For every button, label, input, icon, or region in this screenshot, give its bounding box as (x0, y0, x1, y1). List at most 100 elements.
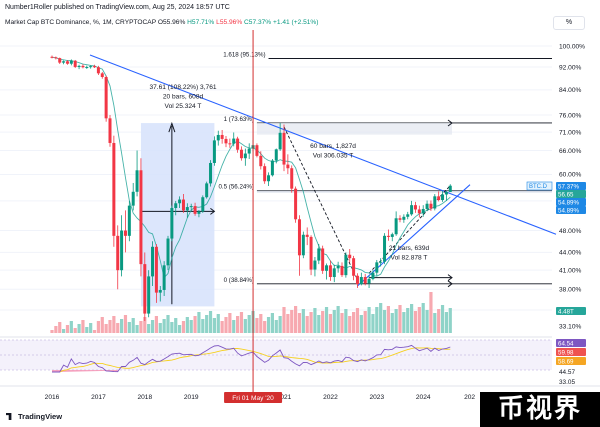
candle[interactable] (239, 146, 243, 161)
price-badge[interactable]: 54.89% (556, 198, 586, 206)
candle[interactable] (135, 150, 139, 197)
candle[interactable] (379, 258, 383, 267)
candle[interactable] (332, 264, 336, 283)
candle[interactable] (336, 261, 340, 273)
candle[interactable] (301, 231, 305, 259)
candle[interactable] (201, 195, 205, 213)
candle[interactable] (390, 232, 394, 242)
candle[interactable] (386, 229, 390, 241)
candle[interactable] (433, 194, 437, 211)
price-badge[interactable]: 58.69 (556, 357, 586, 365)
candle[interactable] (363, 273, 367, 286)
candle[interactable] (282, 124, 286, 172)
candle[interactable] (73, 59, 77, 69)
candle[interactable] (174, 200, 178, 216)
candle[interactable] (112, 135, 116, 247)
candle[interactable] (255, 143, 259, 158)
candle[interactable] (189, 203, 193, 212)
candle[interactable] (325, 263, 329, 280)
candle[interactable] (77, 64, 81, 70)
candle[interactable] (243, 148, 247, 166)
candle[interactable] (151, 241, 155, 287)
candle[interactable] (417, 205, 421, 218)
candle[interactable] (127, 200, 131, 242)
candle[interactable] (367, 275, 371, 288)
candle[interactable] (278, 123, 282, 151)
candle[interactable] (398, 215, 402, 223)
candle[interactable] (429, 200, 433, 211)
price-badge[interactable]: 56.65 (556, 190, 586, 198)
candle[interactable] (359, 272, 363, 286)
candle[interactable] (81, 64, 85, 69)
tradingview-logo[interactable]: TradingView (6, 412, 62, 421)
symbol-name[interactable]: Market Cap BTC Dominance, %, 1M, CRYPTOC… (5, 19, 156, 26)
candle[interactable] (328, 260, 332, 281)
candle[interactable] (170, 205, 174, 242)
price-badge[interactable]: 64.54 (556, 339, 586, 347)
candle[interactable] (259, 151, 263, 170)
candle[interactable] (147, 270, 151, 318)
symbol-legend[interactable]: Market Cap BTC Dominance, %, 1M, CRYPTOC… (5, 19, 318, 26)
candle[interactable] (352, 255, 356, 281)
candle[interactable] (120, 215, 124, 277)
candle[interactable] (421, 205, 425, 217)
candle[interactable] (371, 270, 375, 281)
candle[interactable] (193, 202, 197, 216)
price-badge[interactable]: BTC.D 57.37% (526, 181, 586, 190)
candle[interactable] (437, 191, 441, 202)
candle[interactable] (344, 252, 348, 278)
price-badge[interactable]: 59.98 (556, 348, 586, 356)
candle[interactable] (317, 243, 321, 265)
candle[interactable] (232, 132, 236, 147)
candle[interactable] (410, 200, 414, 216)
candle[interactable] (448, 184, 452, 192)
candle[interactable] (228, 138, 232, 148)
candle[interactable] (294, 186, 298, 223)
candle[interactable] (212, 136, 216, 166)
candle[interactable] (375, 259, 379, 276)
candle[interactable] (441, 190, 445, 202)
candle[interactable] (413, 201, 417, 213)
candle[interactable] (406, 211, 410, 220)
candle[interactable] (270, 159, 274, 177)
candle[interactable] (54, 56, 58, 60)
candle[interactable] (309, 235, 313, 276)
price-badge[interactable]: 54.89% (556, 206, 586, 214)
percent-scale-toggle[interactable]: % (553, 16, 585, 30)
candle[interactable] (247, 143, 251, 160)
candle[interactable] (50, 55, 54, 59)
candle[interactable] (297, 215, 301, 276)
candle[interactable] (355, 273, 359, 288)
crosshair-cursor[interactable]: Fri 01 May '20 (224, 30, 283, 403)
candle[interactable] (85, 65, 89, 69)
candle[interactable] (216, 130, 220, 146)
candle[interactable] (65, 59, 69, 65)
candle[interactable] (162, 261, 166, 296)
candle[interactable] (321, 245, 325, 274)
candle[interactable] (383, 233, 387, 265)
candle[interactable] (425, 200, 429, 211)
candle[interactable] (154, 243, 158, 303)
candle[interactable] (104, 75, 108, 122)
candle[interactable] (108, 115, 112, 147)
candle[interactable] (89, 65, 93, 69)
candle[interactable] (224, 136, 228, 148)
candle[interactable] (116, 225, 120, 290)
candle[interactable] (286, 154, 290, 175)
candle[interactable] (143, 252, 147, 321)
candle[interactable] (305, 227, 309, 246)
candle[interactable] (197, 209, 201, 218)
candle[interactable] (220, 129, 224, 144)
candle[interactable] (69, 59, 73, 66)
candle[interactable] (62, 60, 66, 65)
candle[interactable] (290, 165, 294, 193)
candle[interactable] (205, 181, 209, 199)
candle[interactable] (158, 286, 162, 302)
candle[interactable] (100, 71, 104, 79)
candle[interactable] (181, 194, 185, 213)
candle[interactable] (402, 214, 406, 223)
candle[interactable] (58, 57, 62, 64)
candle[interactable] (313, 257, 317, 277)
candle[interactable] (274, 148, 278, 164)
